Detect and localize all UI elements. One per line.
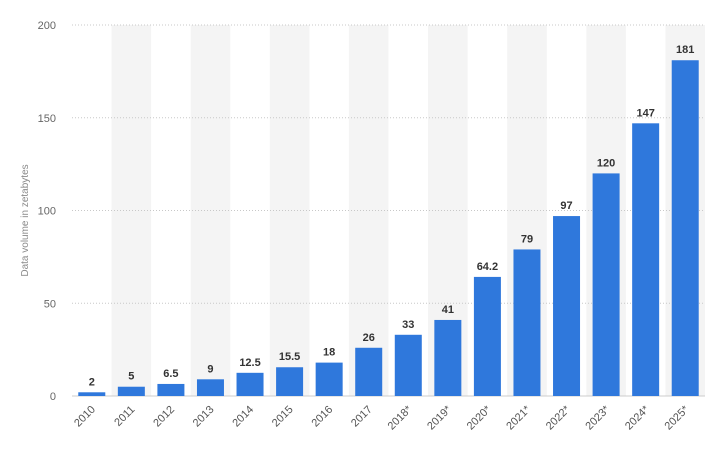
y-tick-label: 100 <box>38 206 56 218</box>
bar <box>632 123 660 396</box>
x-tick-label: 2016 <box>309 404 335 430</box>
data-label: 9 <box>207 363 213 375</box>
x-tick-label: 2025* <box>663 403 692 432</box>
bars <box>78 60 699 397</box>
data-label: 12.5 <box>239 357 260 369</box>
x-tick-label: 2010 <box>72 404 98 430</box>
bar <box>355 347 383 396</box>
data-label: 181 <box>676 44 694 56</box>
x-tick-label: 2017 <box>349 404 375 430</box>
bar <box>236 372 264 396</box>
data-label: 26 <box>363 332 375 344</box>
y-tick-label: 50 <box>44 298 56 310</box>
data-label: 120 <box>597 157 615 169</box>
bar <box>157 383 185 396</box>
x-tick-label: 2024* <box>623 403 652 432</box>
x-tick-label: 2011 <box>112 404 137 429</box>
x-tick-label: 2012 <box>151 404 177 430</box>
bar <box>513 249 541 396</box>
y-tick-label: 0 <box>50 391 56 403</box>
bar <box>117 386 145 396</box>
x-tick-label: 2022* <box>544 403 573 432</box>
data-label: 15.5 <box>279 351 300 363</box>
data-label: 97 <box>560 200 572 212</box>
bar <box>473 276 501 396</box>
data-label: 2 <box>89 376 95 388</box>
data-label: 5 <box>128 371 134 383</box>
bar <box>78 392 106 396</box>
bar <box>592 173 620 396</box>
y-axis-title: Data volume in zetabytes <box>20 164 31 276</box>
x-tick-label: 2018* <box>386 403 415 432</box>
y-tick-label: 200 <box>38 20 56 32</box>
data-label: 6.5 <box>163 368 178 380</box>
bar <box>394 334 422 396</box>
bar <box>671 60 699 397</box>
data-labels: 2 5 6.5 9 12.5 15.5 18 26 33 41 64.2 79 97 120 147 181 <box>89 44 695 388</box>
x-tick-label: 2015 <box>270 404 296 430</box>
x-tick-label: 2013 <box>191 404 217 430</box>
bar <box>434 319 462 396</box>
bar <box>276 367 304 396</box>
data-label: 147 <box>636 107 654 119</box>
y-tick-label: 150 <box>38 113 56 125</box>
data-label: 18 <box>323 347 335 359</box>
data-label: 41 <box>442 304 454 316</box>
x-tick-label: 2019* <box>425 403 454 432</box>
data-label: 79 <box>521 233 533 245</box>
x-tick-label: 2021* <box>504 403 533 432</box>
bar <box>196 379 224 396</box>
data-label: 33 <box>402 319 414 331</box>
x-tick-label: 2020* <box>465 403 494 432</box>
bar <box>315 362 343 396</box>
x-tick-label: 2023* <box>583 403 612 432</box>
y-axis-ticks: 0 50 100 150 200 <box>38 20 56 403</box>
bar <box>553 216 581 396</box>
x-axis-ticks: 2010 2011 2012 2013 2014 2015 2016 2017 2018* 201… <box>72 403 692 432</box>
data-label: 64.2 <box>477 261 498 273</box>
x-tick-label: 2014 <box>230 404 256 430</box>
